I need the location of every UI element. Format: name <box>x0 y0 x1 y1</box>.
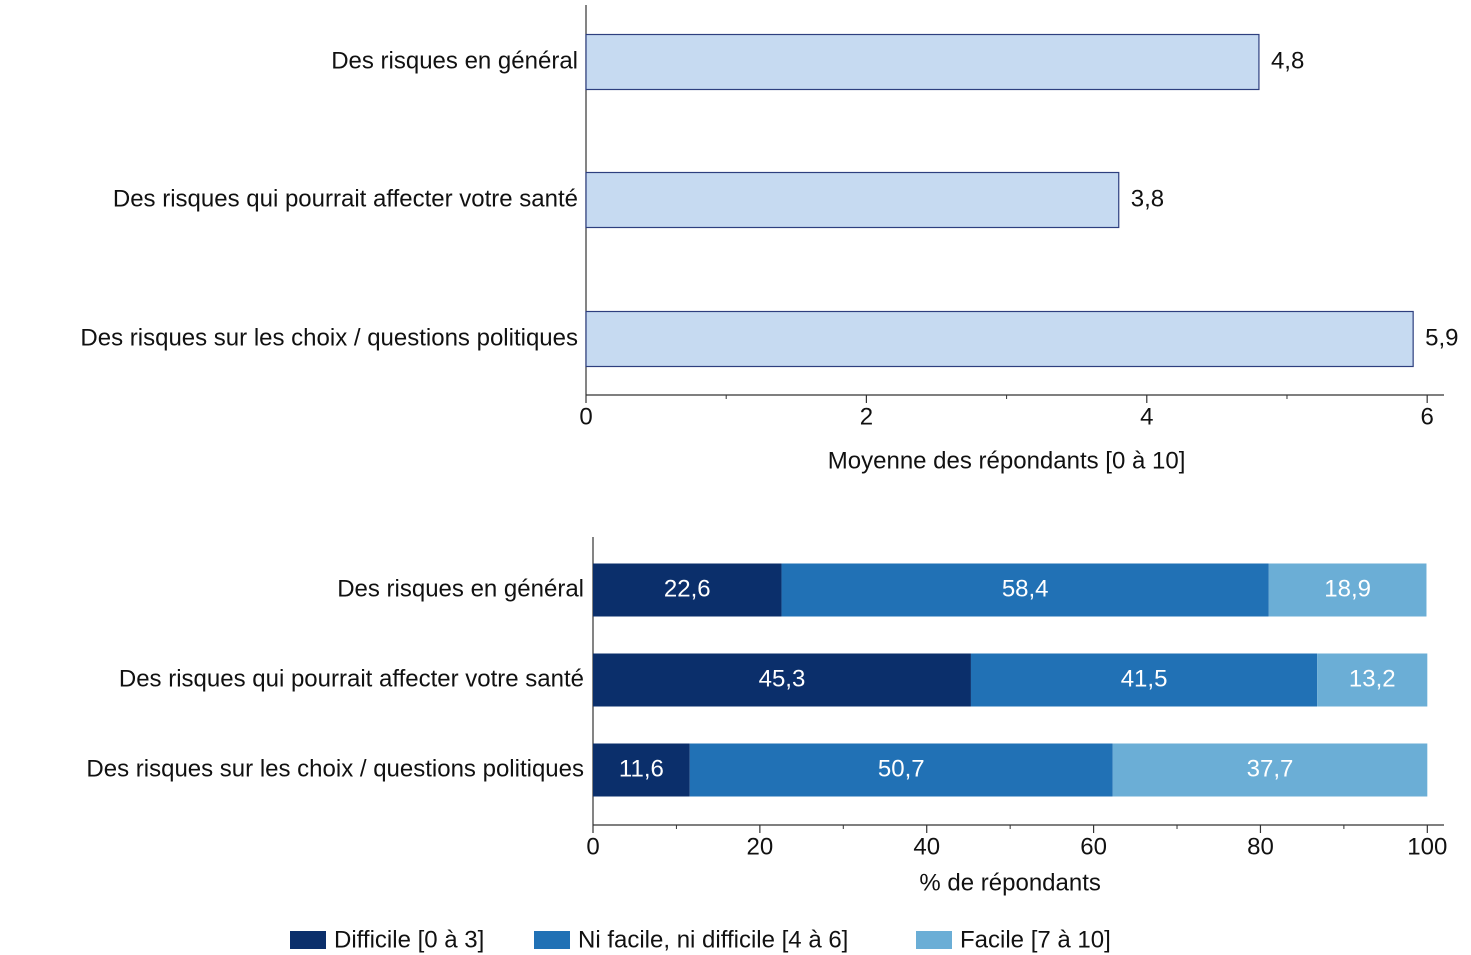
x-tick-label: 80 <box>1247 833 1274 860</box>
legend-swatch <box>916 931 952 949</box>
bar-segment <box>593 563 782 617</box>
bar-segment <box>593 653 971 707</box>
value-label: 3,8 <box>1131 185 1164 212</box>
category-label: Des risques en général <box>337 575 584 602</box>
x-tick-label: 4 <box>1140 403 1153 430</box>
bar-segment <box>689 743 1113 797</box>
x-tick-label: 0 <box>586 833 599 860</box>
bar-segment <box>593 743 690 797</box>
x-tick-label: 2 <box>860 403 873 430</box>
category-label: Des risques sur les choix / questions po… <box>86 755 584 782</box>
legend-label: Ni facile, ni difficile [4 à 6] <box>578 926 848 953</box>
x-axis-title: % de répondants <box>919 869 1100 896</box>
x-tick-label: 100 <box>1407 833 1447 860</box>
category-label: Des risques qui pourrait affecter votre … <box>113 185 578 212</box>
value-label: 50,7 <box>878 755 925 782</box>
bar <box>585 33 1260 91</box>
value-label: 45,3 <box>759 665 806 692</box>
category-label: Des risques qui pourrait affecter votre … <box>119 665 584 692</box>
x-tick-label: 40 <box>913 833 940 860</box>
legend-label: Difficile [0 à 3] <box>334 926 484 953</box>
legend-swatch <box>290 931 326 949</box>
legend-label: Facile [7 à 10] <box>960 926 1111 953</box>
value-label: 58,4 <box>1002 575 1049 602</box>
bar <box>585 310 1414 368</box>
bar-segment <box>1317 653 1428 707</box>
x-tick-label: 0 <box>579 403 592 430</box>
bar-segment <box>1112 743 1428 797</box>
value-label: 11,6 <box>619 755 664 782</box>
x-tick-label: 6 <box>1420 403 1433 430</box>
bar-segment <box>970 653 1318 707</box>
category-label: Des risques sur les choix / questions po… <box>80 324 578 351</box>
value-label: 37,7 <box>1247 755 1294 782</box>
x-axis-title: Moyenne des répondants [0 à 10] <box>828 447 1186 474</box>
value-label: 41,5 <box>1121 665 1168 692</box>
x-tick-label: 60 <box>1080 833 1107 860</box>
bar <box>585 171 1120 229</box>
value-label: 13,2 <box>1349 665 1396 692</box>
category-label: Des risques en général <box>331 47 578 74</box>
x-tick-label: 20 <box>747 833 774 860</box>
value-label: 4,8 <box>1271 47 1304 74</box>
value-label: 22,6 <box>664 575 711 602</box>
value-label: 5,9 <box>1425 324 1458 351</box>
bar-segment <box>781 563 1269 617</box>
legend-swatch <box>534 931 570 949</box>
value-label: 18,9 <box>1324 575 1371 602</box>
bar-segment <box>1268 563 1427 617</box>
